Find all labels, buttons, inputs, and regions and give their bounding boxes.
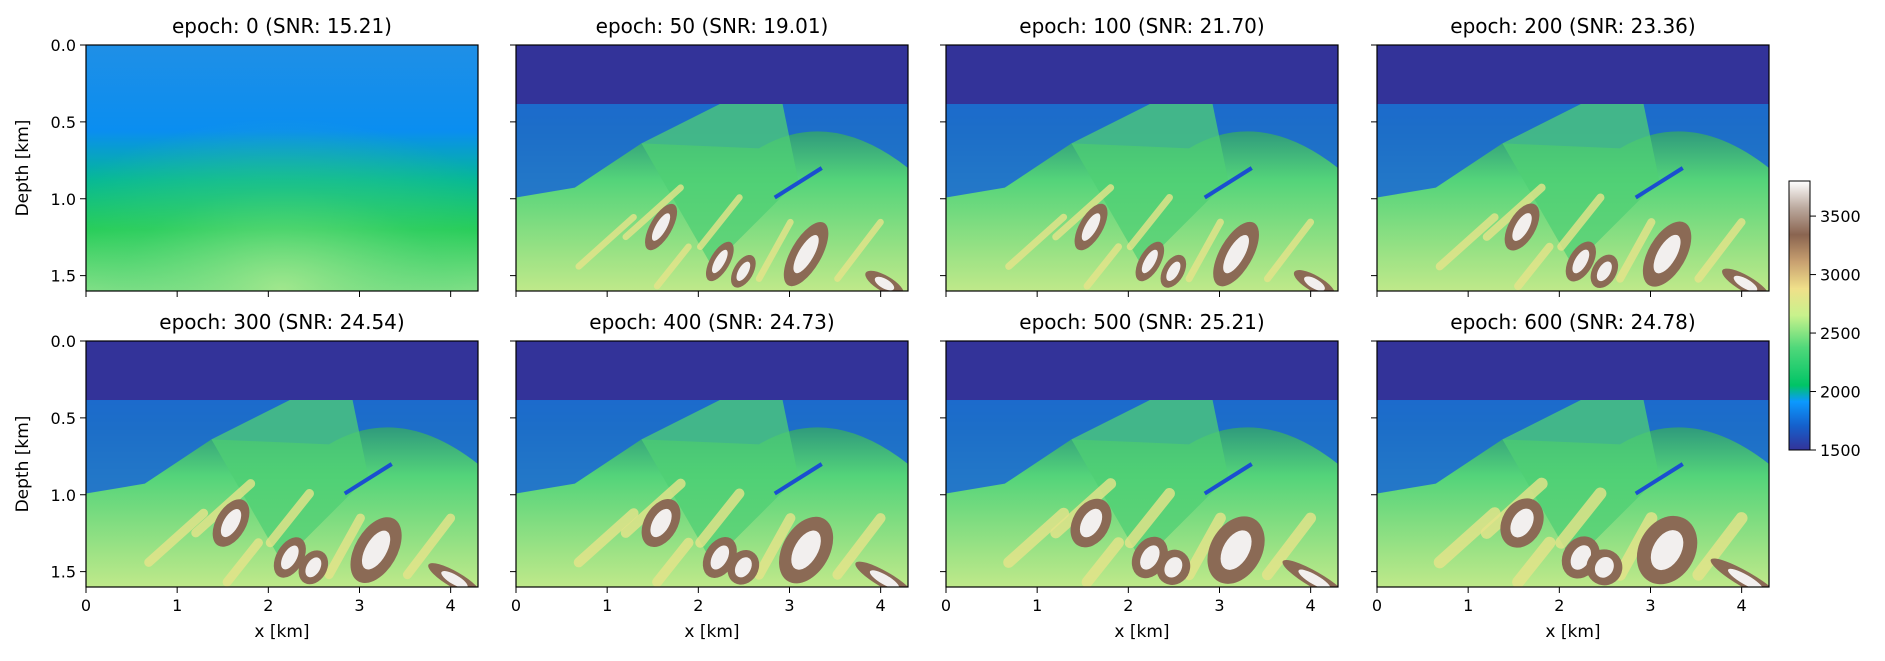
x-axis-label: x [km] xyxy=(684,622,739,642)
y-tick-label: 1.0 xyxy=(51,486,76,505)
x-tick-label: 4 xyxy=(1306,596,1316,615)
velocity-image xyxy=(1377,341,1769,587)
x-axis-label: x [km] xyxy=(254,622,309,642)
colorbar-tick-label: 2500 xyxy=(1820,324,1861,343)
y-tick-label: 0.5 xyxy=(51,409,76,428)
x-tick-label: 1 xyxy=(602,596,612,615)
x-axis-label: x [km] xyxy=(1114,622,1169,642)
x-tick-label: 3 xyxy=(784,596,794,615)
panel: epoch: 200 (SNR: 23.36) xyxy=(1371,14,1770,297)
velocity-image xyxy=(946,341,1338,587)
x-tick-label: 1 xyxy=(1032,596,1042,615)
x-tick-label: 4 xyxy=(1737,596,1747,615)
axes-frame xyxy=(1376,340,1770,588)
x-tick-label: 0 xyxy=(511,596,521,615)
panel: epoch: 100 (SNR: 21.70) xyxy=(940,14,1339,297)
x-tick-label: 1 xyxy=(172,596,182,615)
axes-frame xyxy=(515,340,909,588)
panel-title: epoch: 0 (SNR: 15.21) xyxy=(172,14,392,38)
panel-title: epoch: 200 (SNR: 23.36) xyxy=(1450,14,1695,38)
panel-title: epoch: 300 (SNR: 24.54) xyxy=(159,310,404,334)
axes-frame xyxy=(945,340,1339,588)
panel-title: epoch: 100 (SNR: 21.70) xyxy=(1019,14,1264,38)
panel: epoch: 300 (SNR: 24.54) 0 1 2 3 4 x [km] 0.0 0.5… xyxy=(13,310,479,642)
velocity-image xyxy=(516,341,908,587)
velocity-image xyxy=(86,341,478,587)
x-tick-label: 2 xyxy=(1554,596,1564,615)
x-tick-label: 2 xyxy=(1123,596,1133,615)
y-tick-label: 1.0 xyxy=(51,190,76,209)
x-tick-label: 3 xyxy=(1214,596,1224,615)
y-tick-label: 0.0 xyxy=(51,332,76,351)
velocity-image xyxy=(1377,45,1769,291)
x-tick-label: 2 xyxy=(263,596,273,615)
y-tick-label: 1.5 xyxy=(51,267,76,286)
x-tick-label: 0 xyxy=(941,596,951,615)
panel-title: epoch: 600 (SNR: 24.78) xyxy=(1450,310,1695,334)
y-tick-label: 0.0 xyxy=(51,36,76,55)
x-axis-label: x [km] xyxy=(1545,622,1600,642)
colorbar-gradient xyxy=(1788,180,1811,451)
y-axis-label: Depth [km] xyxy=(13,120,33,217)
panel-title: epoch: 50 (SNR: 19.01) xyxy=(596,14,829,38)
x-tick-label: 0 xyxy=(81,596,91,615)
panel: epoch: 500 (SNR: 25.21) 0 1 2 3 4 x [km] xyxy=(940,310,1339,642)
panel: epoch: 0 (SNR: 15.21) 0.0 0.5 1.0 1.5 Depth [… xyxy=(13,14,479,297)
colorbar-tick-label: 3000 xyxy=(1820,266,1861,285)
y-axis-label: Depth [km] xyxy=(13,416,33,513)
axes-frame xyxy=(1376,44,1770,292)
x-tick-label: 4 xyxy=(446,596,456,615)
panel: epoch: 400 (SNR: 24.73) 0 1 2 3 4 x [km] xyxy=(510,310,909,642)
panel-title: epoch: 500 (SNR: 25.21) xyxy=(1019,310,1264,334)
x-tick-label: 4 xyxy=(876,596,886,615)
axes-frame xyxy=(85,340,479,588)
panel: epoch: 600 (SNR: 24.78) 0 1 2 3 4 x [km] xyxy=(1371,310,1770,642)
y-tick-label: 1.5 xyxy=(51,563,76,582)
panel: epoch: 50 (SNR: 19.01) xyxy=(510,14,909,297)
x-tick-label: 3 xyxy=(1645,596,1655,615)
colorbar: 1500 2000 2500 3000 3500 xyxy=(1788,180,1861,460)
panel-title: epoch: 400 (SNR: 24.73) xyxy=(589,310,834,334)
velocity-image xyxy=(516,45,908,291)
colorbar-tick-label: 2000 xyxy=(1820,383,1861,402)
x-tick-label: 2 xyxy=(693,596,703,615)
y-tick-label: 0.5 xyxy=(51,113,76,132)
colorbar-tick-label: 1500 xyxy=(1820,441,1861,460)
x-tick-label: 3 xyxy=(354,596,364,615)
colorbar-tick-label: 3500 xyxy=(1820,207,1861,226)
axes-frame xyxy=(945,44,1339,292)
x-tick-label: 1 xyxy=(1463,596,1473,615)
axes-frame xyxy=(85,44,479,292)
velocity-image xyxy=(86,45,478,291)
velocity-image xyxy=(946,45,1338,291)
axes-frame xyxy=(515,44,909,292)
x-tick-label: 0 xyxy=(1372,596,1382,615)
